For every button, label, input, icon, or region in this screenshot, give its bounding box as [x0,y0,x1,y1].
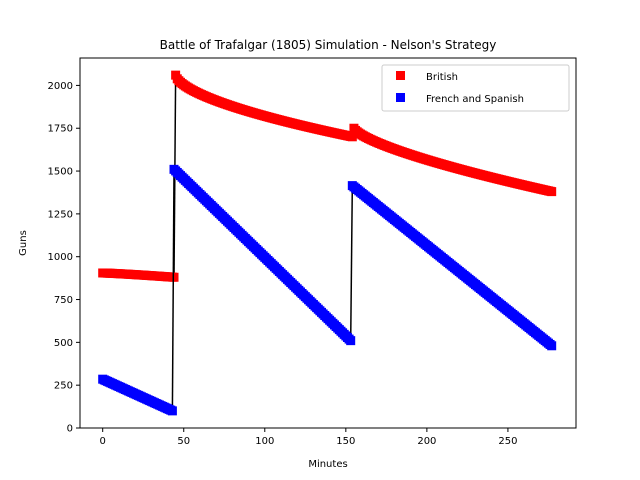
legend-marker-french-spanish [396,93,405,102]
y-tick-label: 500 [54,338,73,349]
x-tick-label: 200 [417,436,436,447]
axes-frame [79,57,577,429]
series-french-spanish [98,164,557,416]
legend-box [381,64,570,112]
y-tick-label: 1250 [48,209,73,220]
y-tick-label: 750 [54,295,73,306]
reinforcement-jump-line [171,169,175,411]
reinforcement-jump-line [349,185,354,341]
x-tick-label: 150 [336,436,355,447]
data-point [167,406,177,416]
legend-marker-british [396,71,405,80]
x-tick-label: 50 [177,436,190,447]
data-point [346,336,356,346]
x-tick-label: 0 [100,436,106,447]
data-point [347,132,357,142]
series-british [98,70,557,282]
legend-label-british: British [426,72,458,83]
x-tick-label: 100 [255,436,274,447]
legend: British French and Spanish [381,64,570,112]
y-tick-label: 250 [54,381,73,392]
y-tick-label: 1000 [48,252,73,263]
y-tick-label: 0 [67,424,73,435]
x-axis: 0 50 100 150 200 250 [100,428,517,447]
data-point [547,341,557,351]
y-axis: 0 250 500 750 1000 1250 1500 1750 2000 [48,81,80,435]
legend-label-french-spanish: French and Spanish [426,94,524,105]
x-tick-label: 250 [498,436,517,447]
y-tick-label: 1750 [48,124,73,135]
y-tick-label: 2000 [48,81,73,92]
plot-area [98,70,557,416]
x-axis-label: Minutes [308,459,347,470]
y-axis-label: Guns [18,230,29,256]
chart-title: Battle of Trafalgar (1805) Simulation - … [160,38,497,52]
y-tick-label: 1500 [48,167,73,178]
data-point [547,187,557,197]
